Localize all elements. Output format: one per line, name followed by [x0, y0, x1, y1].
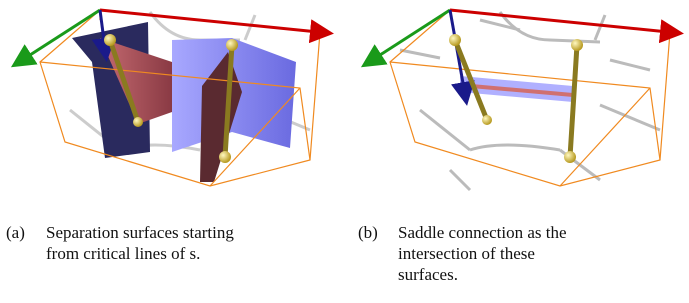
caption-line: Separation surfaces starting	[46, 222, 234, 243]
caption-line: surfaces.	[398, 264, 458, 285]
panel-a	[16, 10, 328, 186]
caption-line: from critical lines of s.	[46, 243, 200, 264]
figure-page: (a) Separation surfaces starting from cr…	[0, 0, 689, 303]
caption-label: (a)	[6, 222, 25, 243]
caption-label: (b)	[358, 222, 378, 243]
panel-b	[366, 10, 678, 190]
renderings	[0, 0, 689, 200]
caption-line: intersection of these	[398, 243, 535, 264]
caption-line: Saddle connection as the	[398, 222, 567, 243]
